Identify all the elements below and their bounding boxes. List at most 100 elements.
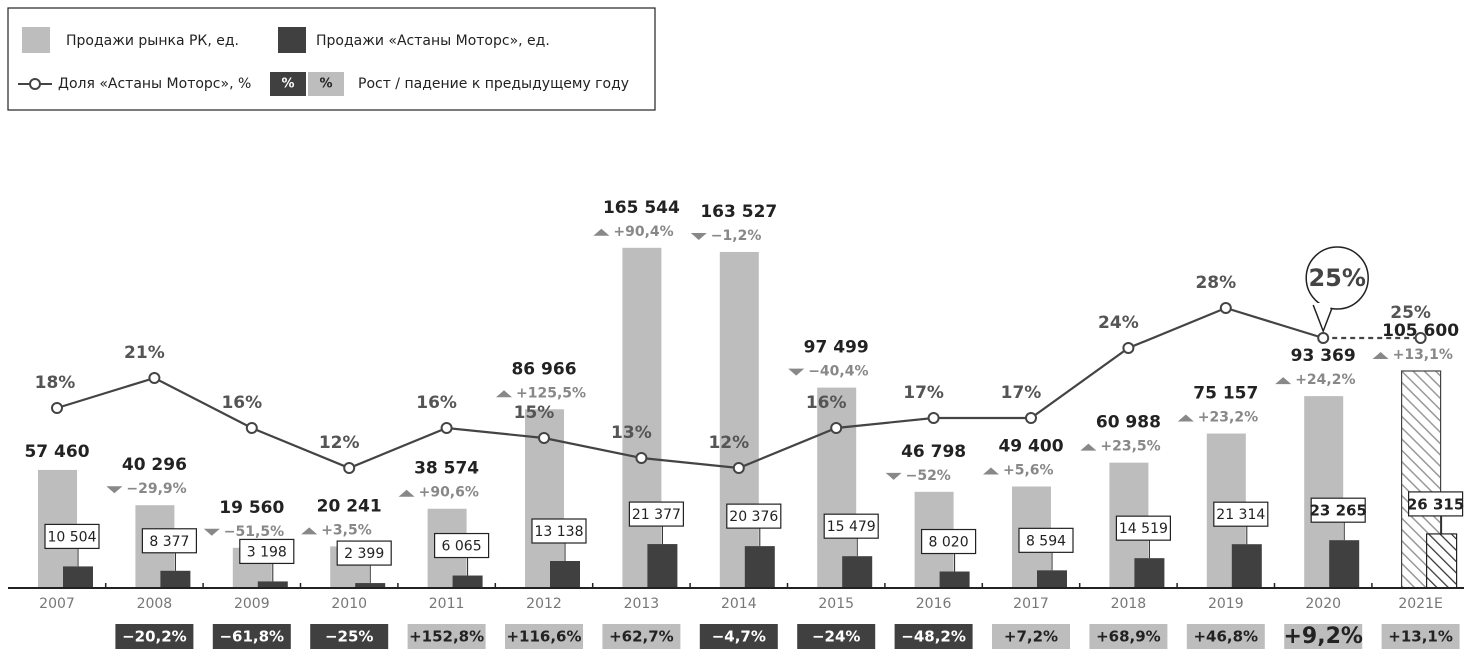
bar: [550, 561, 580, 588]
value-label: 19 560: [219, 498, 284, 518]
legend-label: Доля «Астаны Моторс», %: [58, 76, 251, 92]
growth-arrow: [1275, 377, 1292, 385]
growth-label: +23,5%: [1100, 439, 1160, 455]
value-box: [920, 528, 977, 555]
value-box: [1310, 497, 1366, 523]
growth-label: −24%: [812, 628, 860, 646]
callout-label: 25%: [1308, 264, 1365, 292]
growth-label: +13,1%: [1393, 347, 1453, 363]
growth-label: +125,5%: [516, 385, 586, 401]
value-label: 60 988: [1096, 413, 1161, 433]
growth-label: +116,6%: [506, 628, 581, 646]
value-label: 163 527: [700, 202, 777, 222]
value-label: 165 544: [603, 198, 680, 218]
growth-box: [115, 624, 194, 649]
growth-label: +23,2%: [1198, 410, 1258, 426]
growth-label: +90,6%: [419, 485, 479, 501]
legend-swatch: [278, 27, 306, 53]
growth-arrow: [496, 390, 512, 398]
value-box: [239, 538, 295, 565]
x-tick-label: 2013: [624, 596, 660, 612]
share-label: 13%: [611, 423, 652, 443]
growth-label: +90,4%: [613, 224, 673, 240]
legend-label: %: [319, 77, 332, 92]
share-marker: [732, 462, 745, 474]
value-box: [1407, 491, 1464, 517]
growth-arrow: [1177, 414, 1194, 422]
value-label: 57 460: [24, 442, 89, 462]
share-marker: [1025, 412, 1037, 424]
bar: [63, 566, 93, 588]
bar: [1231, 544, 1262, 588]
growth-box: [894, 624, 973, 649]
bar: [939, 571, 970, 588]
share-label: 15%: [514, 403, 555, 423]
share-marker: [1317, 332, 1330, 344]
growth-arrow: [690, 232, 707, 240]
bar: [1134, 558, 1165, 588]
value-label: 40 296: [122, 455, 187, 475]
growth-label: −48,2%: [901, 628, 966, 646]
legend: Продажи рынка РК, ед. Продажи «Астаны Мо…: [7, 7, 656, 111]
value-box: [336, 540, 392, 566]
share-label: 24%: [1098, 313, 1139, 333]
bar: [817, 387, 857, 588]
growth-label: +152,8%: [409, 628, 484, 646]
value-label: 21 314: [1216, 507, 1265, 523]
bar: [1037, 570, 1067, 588]
value-label: 8 377: [149, 534, 189, 550]
value-label: 20 241: [317, 496, 382, 516]
growth-label: −29,9%: [126, 481, 186, 497]
share-line: [56, 306, 1324, 470]
growth-box: [699, 624, 778, 649]
growth-label: +5,6%: [1003, 462, 1054, 478]
bar: [842, 556, 873, 588]
share-marker: [927, 412, 940, 424]
x-tick-label: 2009: [234, 596, 270, 612]
growth-arrow: [983, 467, 999, 475]
growth-box: [1381, 624, 1460, 649]
x-tick-label: 2012: [526, 596, 562, 612]
value-label: 49 400: [998, 436, 1063, 456]
x-tick-label: 2010: [331, 596, 367, 612]
share-marker: [1122, 342, 1135, 354]
growth-label: +24,2%: [1295, 372, 1355, 388]
x-tick-label: 2014: [721, 596, 757, 612]
x-tick-label: 2011: [429, 596, 465, 612]
value-label: 26 315: [1407, 495, 1464, 513]
value-box: [726, 503, 782, 529]
bar: [1329, 540, 1360, 588]
share-label: 12%: [708, 433, 749, 453]
x-tick-label: 2021E: [1398, 596, 1442, 612]
share-marker: [635, 452, 648, 464]
legend-label: Продажи рынка РК, ед.: [66, 33, 239, 49]
value-label: 3 198: [247, 544, 287, 560]
legend-label: %: [281, 77, 294, 92]
legend-marker: [29, 78, 41, 90]
share-marker: [1219, 302, 1232, 314]
growth-label: −51,5%: [224, 524, 284, 540]
share-marker: [51, 402, 63, 414]
value-label: 8 020: [929, 535, 969, 551]
growth-box: [797, 624, 876, 649]
x-tick-label: 2019: [1208, 596, 1244, 612]
growth-box: [602, 624, 681, 649]
value-label: 86 966: [511, 359, 576, 379]
share-label: 12%: [319, 433, 360, 453]
growth-arrow: [593, 228, 610, 236]
bar: [622, 247, 662, 588]
value-box: [531, 518, 587, 544]
value-box: [1213, 501, 1269, 527]
value-label: 46 798: [901, 442, 966, 462]
share-marker: [148, 372, 161, 384]
value-box: [141, 528, 197, 554]
legend-swatch: [308, 72, 344, 96]
growth-arrow: [398, 489, 415, 497]
growth-arrow: [301, 527, 318, 535]
x-tick-label: 2007: [39, 596, 75, 612]
value-label: 13 138: [535, 524, 584, 540]
share-label: 16%: [221, 393, 262, 413]
callout-cover: [1314, 303, 1333, 329]
share-label: 28%: [1195, 273, 1236, 293]
